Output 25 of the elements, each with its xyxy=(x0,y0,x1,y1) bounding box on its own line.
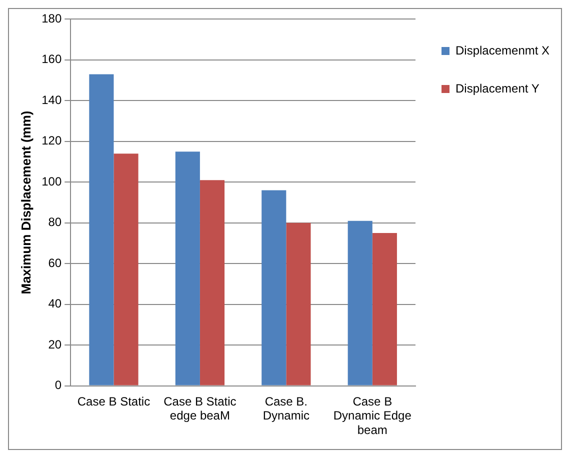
bar xyxy=(200,180,225,386)
x-tick-label: Case B. Dynamic xyxy=(262,394,310,423)
y-tick-label: 120 xyxy=(42,134,62,148)
legend-label: Displacement Y xyxy=(456,81,540,96)
y-tick-label: 160 xyxy=(42,52,62,66)
y-axis-title: Maximum Displacement (mm) xyxy=(18,110,34,294)
y-tick-label: 40 xyxy=(48,296,62,311)
bar xyxy=(286,222,311,386)
x-tick-label: Case B Static xyxy=(77,394,150,408)
y-tick-label: 180 xyxy=(42,12,62,26)
y-tick-label: 20 xyxy=(48,337,62,352)
bar xyxy=(372,233,397,386)
y-tick-label: 80 xyxy=(48,215,62,230)
bar xyxy=(262,190,286,386)
x-tick-label: Case B Dynamic Edge beam xyxy=(333,394,412,438)
legend-label: Displacemenmt X xyxy=(456,43,550,58)
bar xyxy=(348,220,372,386)
bar xyxy=(175,152,200,386)
x-tick-label: Case B Static edge beaM xyxy=(164,394,236,423)
y-tick-label: 140 xyxy=(42,92,62,107)
bar xyxy=(89,74,114,386)
y-tick-label: 60 xyxy=(48,256,62,270)
y-tick-label: 100 xyxy=(42,174,62,188)
y-tick-label: 0 xyxy=(54,378,62,392)
bar xyxy=(114,154,138,386)
